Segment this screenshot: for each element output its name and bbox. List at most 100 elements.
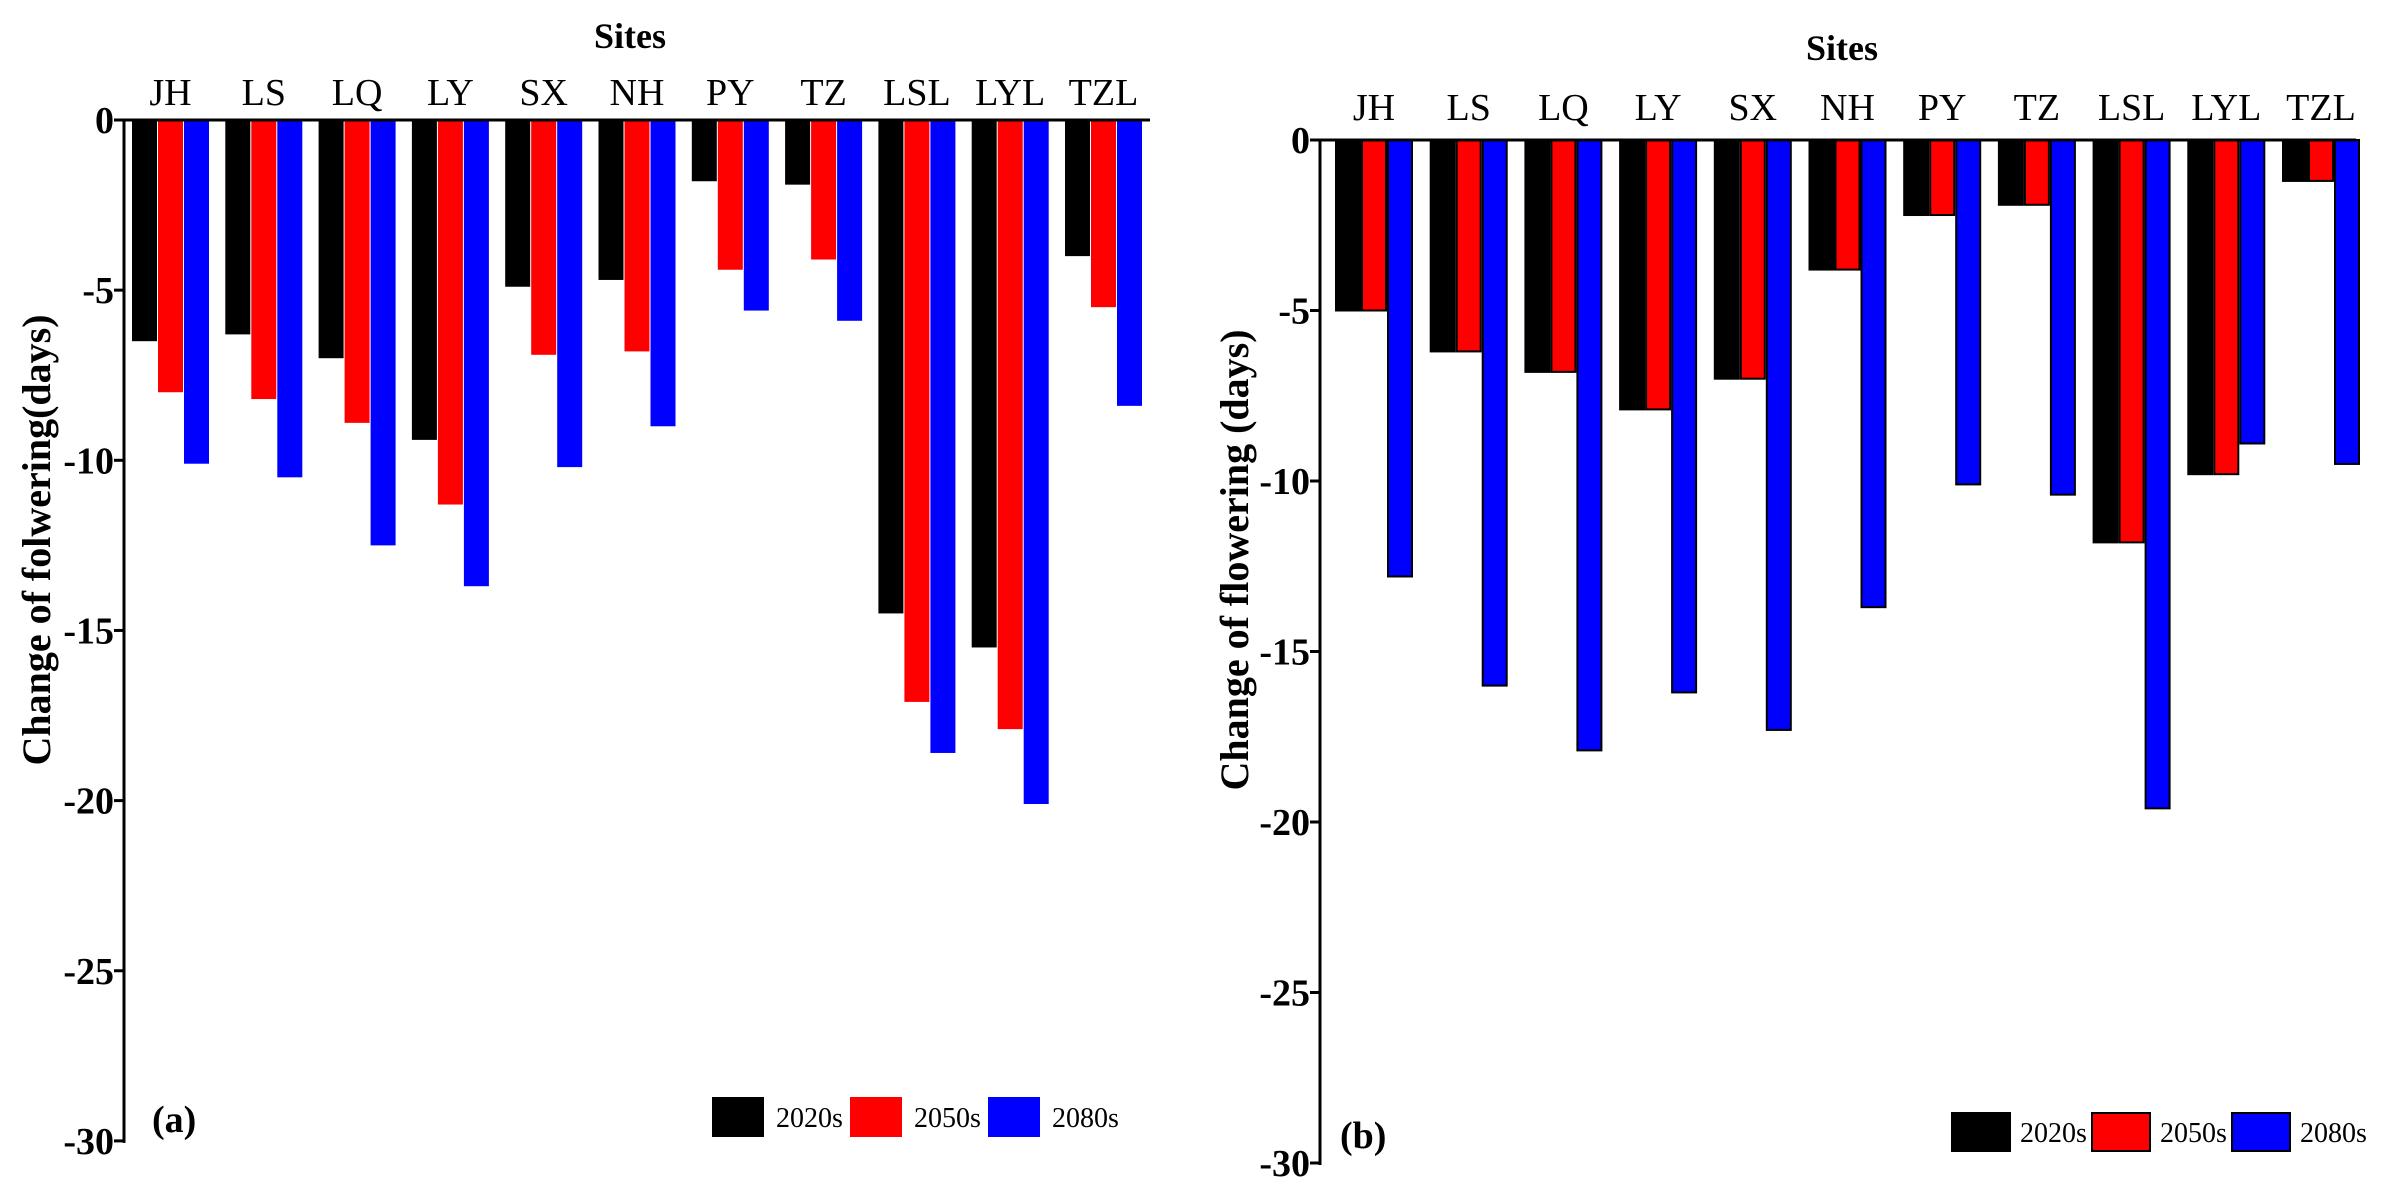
panel-a-legend-label: 2020s bbox=[776, 1103, 843, 1134]
panel-a-bars bbox=[132, 120, 1142, 805]
panel-a-legend-swatch bbox=[988, 1097, 1040, 1137]
panel-a-legend-label: 2080s bbox=[1052, 1103, 1119, 1134]
panel-b-bar bbox=[1713, 139, 1740, 380]
panel-a-bar bbox=[411, 120, 437, 440]
panel-b-site-label: PY bbox=[1918, 87, 1967, 129]
panel-b-ytick-label: -30 bbox=[1259, 1143, 1310, 1185]
panel-b-ytick-label: -25 bbox=[1259, 973, 1310, 1015]
panel-b-ytick-label: -5 bbox=[1278, 291, 1310, 333]
panel-a-bar bbox=[837, 120, 863, 321]
panel-b-bar bbox=[1387, 139, 1413, 578]
panel-a-site-label: NH bbox=[610, 72, 665, 114]
panel-a-site-label: TZ bbox=[800, 72, 846, 114]
panel-a-xlabel: Sites bbox=[594, 16, 666, 56]
panel-b-bar bbox=[2092, 139, 2119, 544]
panel-a-site-label: LYL bbox=[975, 72, 1045, 114]
panel-b-site-label: LQ bbox=[1538, 87, 1589, 129]
panel-a-legend-swatch bbox=[712, 1097, 764, 1137]
panel-a-bar bbox=[132, 120, 157, 342]
panel-b-bar bbox=[1645, 139, 1672, 411]
panel-a-ylabel: Change of folwering(days) bbox=[14, 314, 59, 765]
panel-a-bar bbox=[463, 120, 489, 587]
panel-b-bar bbox=[2213, 139, 2240, 476]
panel-b-ytick-label: -15 bbox=[1259, 632, 1310, 674]
panel-b-bar bbox=[1576, 139, 1603, 752]
panel-b-bar bbox=[1903, 139, 1930, 217]
panel-a-chart: Sites Change of folwering(days) (a) 0 -5 -… bbox=[14, 16, 1150, 1163]
panel-a-bar bbox=[904, 120, 930, 702]
panel-b-chart: Sites Change of flowering (days) (b) 0 -5… bbox=[1212, 28, 2367, 1185]
panel-a-bar bbox=[184, 120, 209, 464]
panel-b-site-labels: JH LS LQ LY SX NH PY TZ LSL LYL TZL bbox=[1353, 87, 2356, 129]
panel-a-site-label: LY bbox=[427, 72, 474, 114]
panel-b-legend-label: 2080s bbox=[2300, 1118, 2367, 1149]
panel-b-ylabel: Change of flowering (days) bbox=[1212, 329, 1257, 790]
panel-b-bar bbox=[2049, 139, 2076, 496]
panel-a-bar bbox=[930, 120, 956, 753]
panel-a-bar bbox=[811, 120, 837, 260]
panel-b-bar bbox=[1335, 139, 1361, 312]
panel-a-ytick-label: 0 bbox=[95, 100, 114, 142]
panel-a-bar bbox=[158, 120, 183, 393]
panel-b-bar bbox=[2334, 139, 2360, 465]
panel-b-bar bbox=[2308, 139, 2334, 182]
panel-b-bar bbox=[1834, 139, 1861, 271]
panel-a-bar bbox=[1023, 120, 1049, 805]
panel-a-ytick-label: -20 bbox=[63, 781, 114, 823]
panel-a-bar bbox=[557, 120, 583, 468]
panel-b-site-label: JH bbox=[1353, 87, 1395, 129]
panel-a-ytick-label: -5 bbox=[82, 270, 114, 312]
panel-b-ytick-label: -10 bbox=[1259, 461, 1310, 503]
panel-a-site-label: PY bbox=[706, 72, 755, 114]
panel-b-legend-label: 2020s bbox=[2020, 1118, 2087, 1149]
panel-a-bar bbox=[1065, 120, 1090, 257]
panel-b-xlabel: Sites bbox=[1806, 28, 1878, 68]
panel-a-bar bbox=[437, 120, 463, 505]
panel-a-bar bbox=[971, 120, 997, 648]
panel-b-bars bbox=[1335, 139, 2360, 810]
panel-a-bar bbox=[251, 120, 277, 400]
panel-b-site-label: LY bbox=[1635, 87, 1682, 129]
panel-a-site-label: LQ bbox=[332, 72, 383, 114]
panel-a-bar bbox=[997, 120, 1023, 730]
panel-b-site-label: LS bbox=[1447, 87, 1491, 129]
panel-a-bar bbox=[598, 120, 624, 280]
panel-b-bar bbox=[1997, 139, 2024, 206]
panel-b-bar bbox=[1524, 139, 1551, 373]
panel-b-site-label: LYL bbox=[2191, 87, 2261, 129]
panel-b-site-label: SX bbox=[1729, 87, 1778, 129]
panel-a-legend: 2020s 2050s 2080s bbox=[712, 1097, 1119, 1137]
panel-a-bar bbox=[344, 120, 370, 423]
panel-b-ytick-label: 0 bbox=[1291, 120, 1310, 162]
panel-b-bar bbox=[1765, 139, 1792, 731]
panel-a-ytick-label: -25 bbox=[63, 951, 114, 993]
panel-a-label: (a) bbox=[152, 1099, 196, 1141]
panel-b-bar bbox=[1481, 139, 1508, 687]
panel-a-bar bbox=[624, 120, 650, 352]
panel-a-bar bbox=[878, 120, 904, 614]
panel-b-legend-swatch bbox=[2091, 1112, 2151, 1152]
panel-b-bar bbox=[2144, 139, 2171, 810]
panel-b-bar bbox=[1429, 139, 1456, 353]
panel-b-bar bbox=[2239, 139, 2266, 445]
panel-b-bar bbox=[1455, 139, 1482, 353]
panel-a-ytick-label: -10 bbox=[63, 440, 114, 482]
panel-a-bar bbox=[505, 120, 531, 287]
panel-b-bar bbox=[1860, 139, 1887, 609]
panel-a-site-label: SX bbox=[519, 72, 568, 114]
panel-b-legend-label: 2050s bbox=[2160, 1118, 2227, 1149]
panel-b-site-label: TZ bbox=[2014, 87, 2060, 129]
panel-b-bar bbox=[2118, 139, 2145, 544]
panel-a-site-label: LS bbox=[242, 72, 286, 114]
panel-a-bar bbox=[1091, 120, 1116, 308]
panel-a-ytick-label: -30 bbox=[63, 1121, 114, 1163]
panel-a-y-ticks: 0 -5 -10 -15 -20 -25 -30 bbox=[63, 100, 124, 1163]
panel-b-y-ticks: 0 -5 -10 -15 -20 -25 -30 bbox=[1259, 120, 1320, 1185]
panel-a-bar bbox=[370, 120, 396, 546]
panel-b-site-label: LSL bbox=[2098, 87, 2166, 129]
panel-b-legend: 2020s 2050s 2080s bbox=[1951, 1112, 2367, 1152]
panel-a-site-label: LSL bbox=[883, 72, 951, 114]
panel-a-legend-swatch bbox=[850, 1097, 902, 1137]
panel-a-bar bbox=[743, 120, 769, 311]
